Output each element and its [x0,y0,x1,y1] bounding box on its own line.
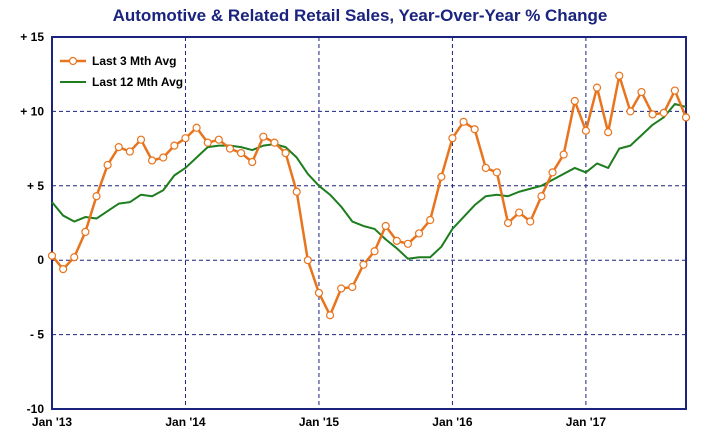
data-point-last-3-mth-avg [314,288,324,298]
data-point-last-3-mth-avg [470,125,479,134]
series-line-last-12-mth-avg [51,102,687,260]
data-point-last-3-mth-avg [670,86,679,95]
data-point-last-3-mth-avg [270,138,279,147]
data-point-last-3-mth-avg [492,168,502,177]
data-point-last-3-mth-avg [236,148,246,158]
data-point-last-3-mth-avg [548,168,557,177]
x-tick-label: Jan '13 [32,415,73,429]
data-point-last-3-mth-avg [170,141,179,150]
y-axis-ticks: + 15 + 10 + 5 0 - 5 -10 [20,30,44,416]
data-point-last-3-mth-avg [570,96,579,106]
y-tick-label: -10 [27,402,45,416]
data-point-last-3-mth-avg [159,153,168,162]
data-point-last-3-mth-avg [214,135,223,144]
x-tick-label: Jan '17 [566,415,607,429]
x-tick-label: Jan '14 [165,415,206,429]
x-axis-ticks: Jan '13 Jan '14 Jan '15 Jan '16 Jan '17 [32,415,606,429]
data-point-last-3-mth-avg [626,107,635,116]
y-tick-label: + 10 [20,104,44,118]
data-point-last-3-mth-avg [192,123,201,132]
data-point-last-3-mth-avg [47,251,57,260]
data-point-last-3-mth-avg [81,227,90,237]
data-point-last-3-mth-avg [381,221,390,231]
data-point-last-3-mth-avg [92,192,101,201]
data-point-last-3-mth-avg [136,135,146,144]
legend-label-last-3-mth-avg: Last 3 Mth Avg [92,54,176,68]
data-point-last-3-mth-avg [537,192,546,201]
data-point-last-3-mth-avg [125,147,134,156]
data-point-last-3-mth-avg [70,253,79,262]
data-point-last-3-mth-avg [526,217,535,226]
data-point-last-3-mth-avg [681,113,691,122]
data-point-last-3-mth-avg [325,311,335,320]
series-line-last-3-mth-avg [51,74,688,317]
data-point-last-3-mth-avg [448,134,457,143]
legend-marker-last-3-mth-avg [68,56,78,66]
data-point-last-3-mth-avg [604,128,613,137]
y-tick-label: + 15 [20,30,44,44]
data-point-last-3-mth-avg [181,134,190,143]
data-point-last-3-mth-avg [503,218,513,228]
series-lines [47,71,691,320]
plot-frame [51,36,687,410]
data-point-last-3-mth-avg [559,150,568,159]
legend: Last 3 Mth Avg Last 12 Mth Avg [60,54,183,89]
data-point-last-3-mth-avg [103,160,112,170]
data-point-last-3-mth-avg [370,247,379,256]
data-point-last-3-mth-avg [414,229,424,238]
data-point-last-3-mth-avg [225,144,235,153]
gridlines [52,37,686,409]
data-point-last-3-mth-avg [148,156,157,165]
data-point-last-3-mth-avg [515,208,524,217]
data-point-last-3-mth-avg [337,284,346,293]
y-tick-label: - 5 [30,328,44,342]
data-point-last-3-mth-avg [403,239,413,248]
x-tick-label: Jan '15 [299,415,340,429]
data-point-last-3-mth-avg [59,265,68,274]
data-point-last-3-mth-avg [259,132,268,141]
data-point-last-3-mth-avg [592,83,602,92]
data-point-last-3-mth-avg [615,71,624,80]
legend-label-last-12-mth-avg: Last 12 Mth Avg [92,75,183,89]
data-point-last-3-mth-avg [114,143,123,152]
data-point-last-3-mth-avg [581,126,590,135]
data-point-last-3-mth-avg [203,138,212,147]
data-point-last-3-mth-avg [359,260,368,269]
data-point-last-3-mth-avg [437,172,446,181]
x-tick-label: Jan '16 [432,415,473,429]
chart-title: Automotive & Related Retail Sales, Year-… [112,6,608,25]
data-point-last-3-mth-avg [303,256,312,265]
data-point-last-3-mth-avg [248,157,257,167]
data-point-last-3-mth-avg [481,163,490,173]
data-point-last-3-mth-avg [348,282,357,292]
data-point-last-3-mth-avg [292,187,301,196]
data-point-last-3-mth-avg [637,87,646,97]
data-point-last-3-mth-avg [426,215,435,225]
data-point-last-3-mth-avg [281,148,290,158]
y-tick-label: + 5 [27,179,44,193]
data-point-last-3-mth-avg [392,236,401,245]
data-point-last-3-mth-avg [459,117,468,126]
data-point-last-3-mth-avg [659,108,668,117]
y-tick-label: 0 [37,253,44,267]
data-point-last-3-mth-avg [648,110,657,119]
